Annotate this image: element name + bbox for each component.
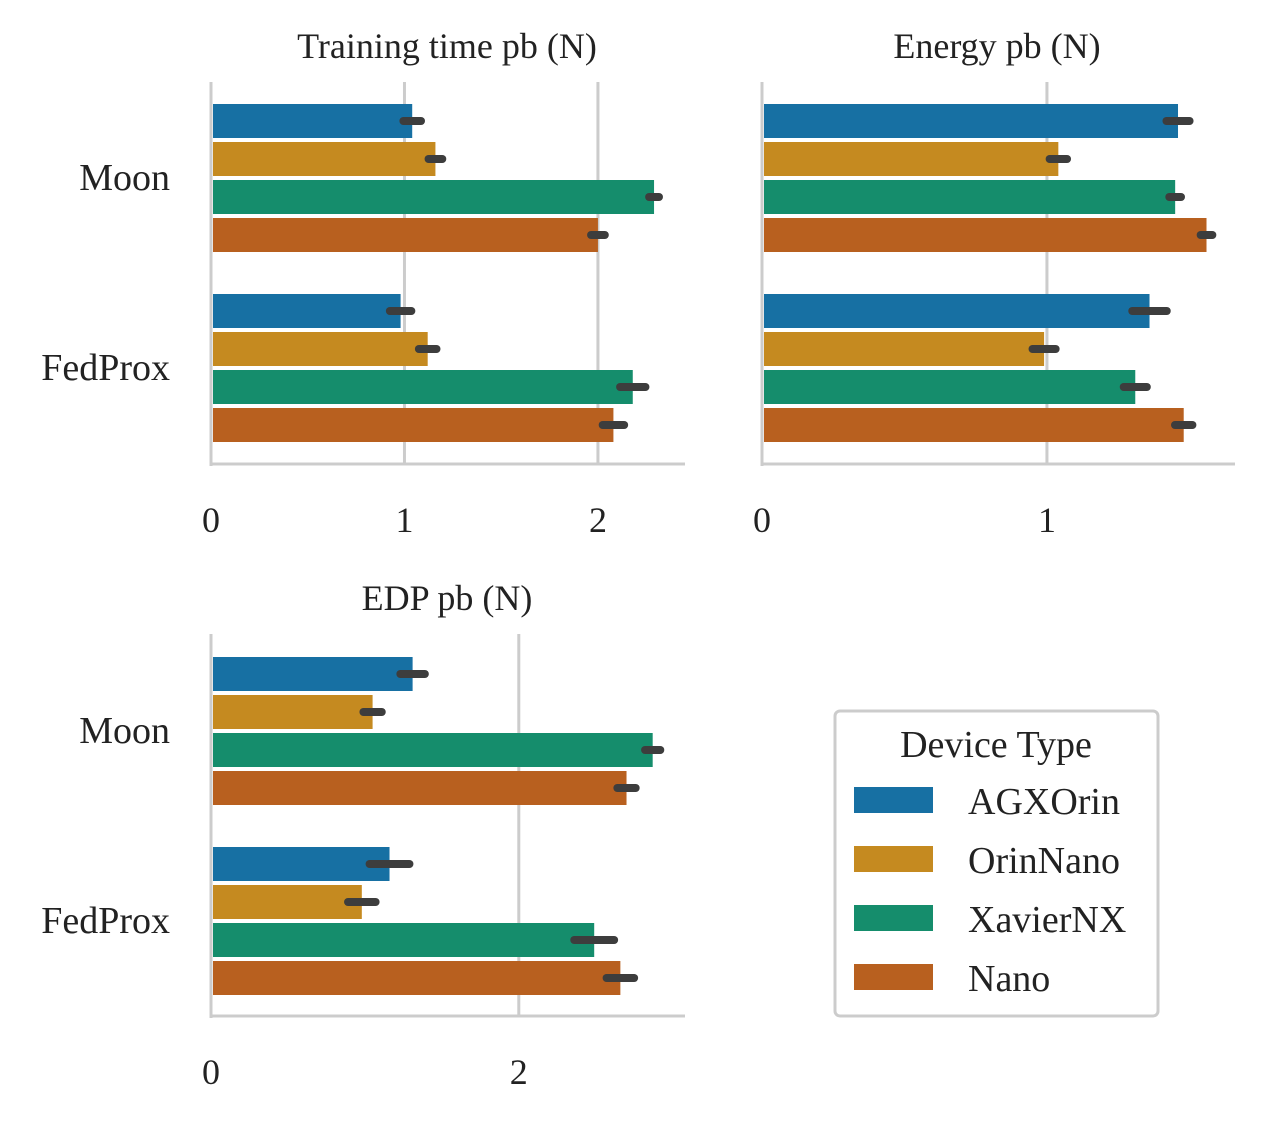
bar-fedprox-xaviernx bbox=[213, 370, 633, 404]
bar-fedprox-orinnano bbox=[213, 885, 362, 919]
legend-swatch-xaviernx bbox=[854, 905, 933, 931]
legend-label-agxorin: AGXOrin bbox=[968, 781, 1120, 823]
legend-swatch-orinnano bbox=[854, 846, 933, 872]
bar-fedprox-orinnano bbox=[764, 332, 1045, 366]
bar-moon-orinnano bbox=[764, 142, 1059, 176]
legend-label-nano: Nano bbox=[968, 958, 1050, 1000]
x-tick-label: 2 bbox=[589, 500, 607, 540]
legend: Device Type AGXOrin OrinNano XavierNX Na… bbox=[833, 709, 1160, 1018]
bar-fedprox-orinnano bbox=[213, 332, 428, 366]
category-label-fedprox: FedProx bbox=[41, 900, 170, 942]
panel-title: Energy pb (N) bbox=[893, 26, 1100, 66]
bar-fedprox-xaviernx bbox=[764, 370, 1136, 404]
bar-moon-xaviernx bbox=[213, 180, 655, 214]
bar-fedprox-agxorin bbox=[764, 294, 1150, 328]
bar-fedprox-agxorin bbox=[213, 847, 390, 881]
bar-fedprox-xaviernx bbox=[213, 923, 595, 957]
bar-fedprox-nano bbox=[764, 408, 1184, 442]
legend-label-orinnano: OrinNano bbox=[968, 840, 1120, 882]
panel-title: EDP pb (N) bbox=[362, 578, 533, 618]
x-tick-label: 1 bbox=[1038, 500, 1056, 540]
bar-moon-xaviernx bbox=[213, 733, 653, 767]
bar-moon-orinnano bbox=[213, 142, 436, 176]
x-tick-label: 0 bbox=[753, 500, 771, 540]
category-label-moon: Moon bbox=[79, 157, 170, 199]
chart-panel-2: 0 1 Energy pb (N) bbox=[753, 26, 1235, 540]
legend-swatch-nano bbox=[854, 964, 933, 990]
bar-moon-nano bbox=[213, 218, 598, 252]
category-label-fedprox: FedProx bbox=[41, 347, 170, 389]
legend-label-xaviernx: XavierNX bbox=[968, 899, 1126, 941]
bar-moon-nano bbox=[213, 771, 627, 805]
legend-swatch-agxorin bbox=[854, 787, 933, 813]
chart-panel-3: 0 2 Moon FedProx EDP pb (N) bbox=[41, 578, 685, 1092]
chart-panels: 0 1 2 Moon FedProx Training time pb (N) 0 1 Ener… bbox=[41, 26, 1235, 1092]
bar-moon-nano bbox=[764, 218, 1207, 252]
x-tick-label: 0 bbox=[202, 500, 220, 540]
bar-moon-orinnano bbox=[213, 695, 373, 729]
x-tick-label: 2 bbox=[510, 1052, 528, 1092]
bar-moon-agxorin bbox=[764, 104, 1179, 138]
x-tick-label: 1 bbox=[395, 500, 413, 540]
x-tick-label: 0 bbox=[202, 1052, 220, 1092]
bar-fedprox-nano bbox=[213, 961, 621, 995]
category-label-moon: Moon bbox=[79, 710, 170, 752]
panel-title: Training time pb (N) bbox=[297, 26, 597, 66]
bar-moon-agxorin bbox=[213, 657, 413, 691]
bar-fedprox-agxorin bbox=[213, 294, 401, 328]
bar-fedprox-nano bbox=[213, 408, 614, 442]
chart-panel-1: 0 1 2 Moon FedProx Training time pb (N) bbox=[41, 26, 685, 540]
legend-title: Device Type bbox=[900, 724, 1092, 766]
bar-moon-xaviernx bbox=[764, 180, 1176, 214]
bar-moon-agxorin bbox=[213, 104, 413, 138]
